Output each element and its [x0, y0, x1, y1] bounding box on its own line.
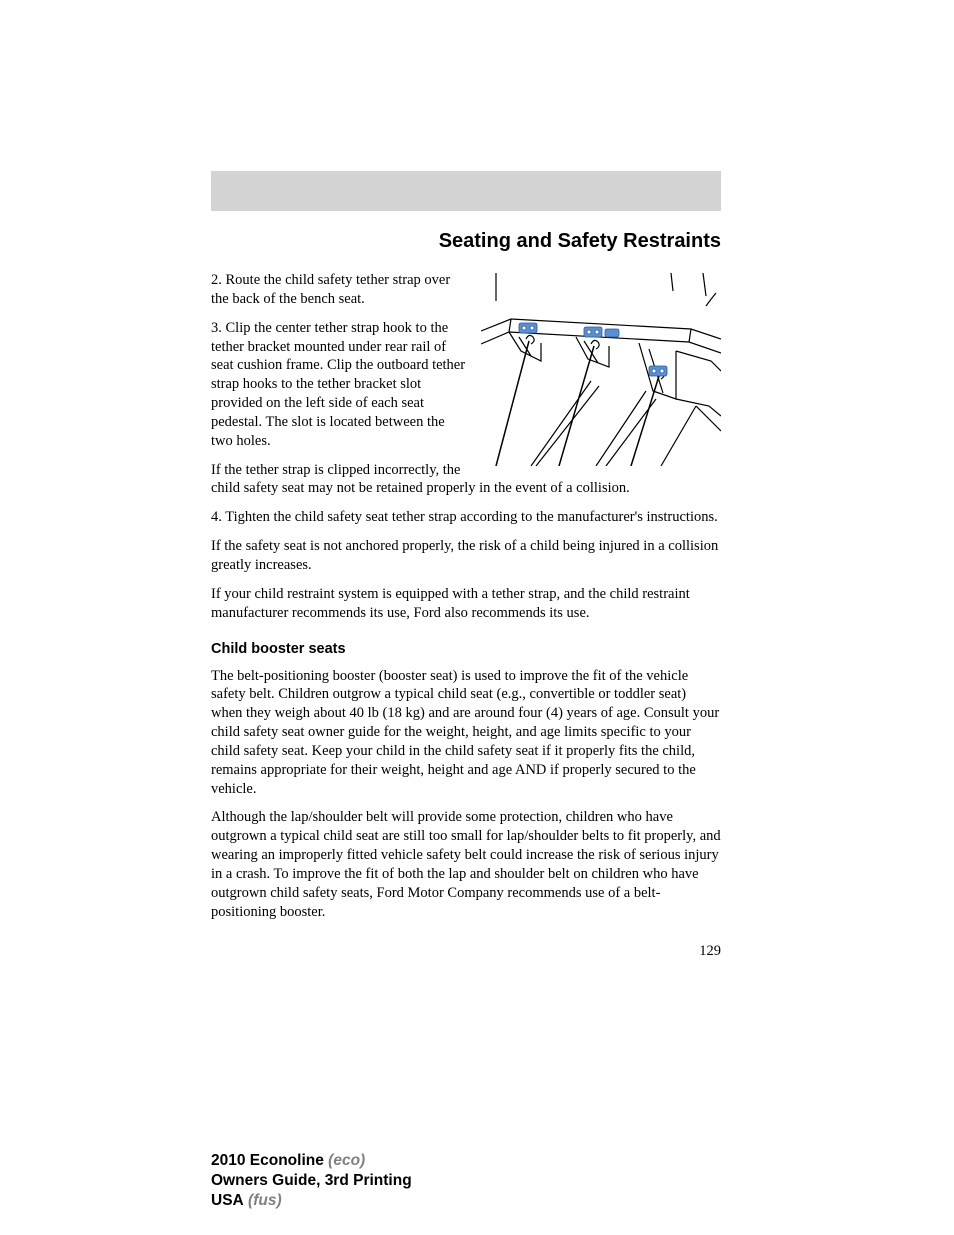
paragraph-anchor-warning: If the safety seat is not anchored prope… — [211, 537, 721, 575]
footer-region: USA — [211, 1192, 244, 1209]
paragraph-tether-warning: If the tether strap is clipped incorrect… — [211, 461, 721, 499]
section-title: Seating and Safety Restraints — [211, 230, 721, 253]
footer-code-1: (eco) — [328, 1152, 365, 1169]
footer-line-2: Owners Guide, 3rd Printing — [211, 1171, 412, 1191]
page-content: Seating and Safety Restraints — [211, 230, 721, 960]
footer-code-2: (fus) — [248, 1192, 282, 1209]
child-booster-heading: Child booster seats — [211, 641, 721, 657]
footer-line-3: USA (fus) — [211, 1191, 412, 1211]
footer-vehicle: 2010 Econoline — [211, 1152, 324, 1169]
tether-strap-diagram — [481, 271, 721, 466]
footer-guide: Owners Guide, 3rd Printing — [211, 1172, 412, 1189]
paragraph-booster-recommend: Although the lap/shoulder belt will prov… — [211, 808, 721, 921]
paragraph-step-4: 4. Tighten the child safety seat tether … — [211, 508, 721, 527]
paragraph-booster-intro: The belt-positioning booster (booster se… — [211, 667, 721, 799]
header-gray-box — [211, 171, 721, 211]
footer-line-1: 2010 Econoline (eco) — [211, 1151, 412, 1171]
paragraph-tether-recommend: If your child restraint system is equipp… — [211, 585, 721, 623]
text-flow-wrap: 2. Route the child safety tether strap o… — [211, 271, 721, 508]
footer: 2010 Econoline (eco) Owners Guide, 3rd P… — [211, 1151, 412, 1211]
page-number: 129 — [211, 943, 721, 960]
